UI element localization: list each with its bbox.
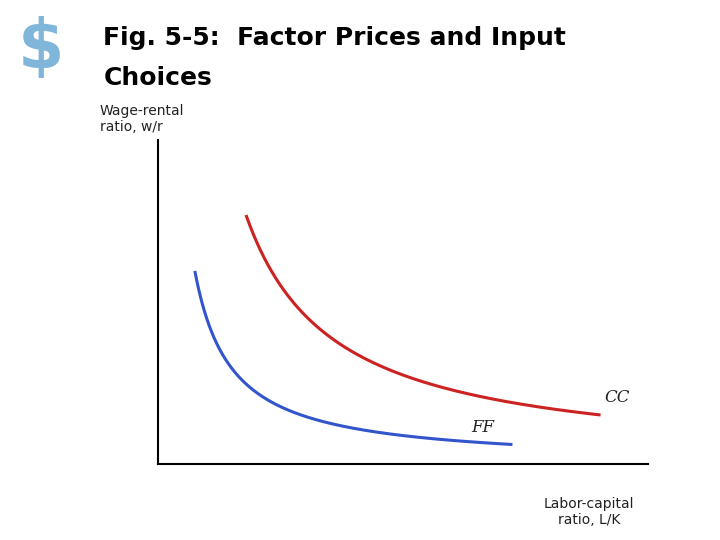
Text: Copyright © 2015 Pearson Education, Inc.  All rights reserved.: Copyright © 2015 Pearson Education, Inc.… bbox=[14, 516, 405, 529]
Text: Wage-rental
ratio, w/r: Wage-rental ratio, w/r bbox=[99, 104, 184, 134]
Text: FF: FF bbox=[472, 418, 495, 436]
Text: 5-21: 5-21 bbox=[678, 516, 706, 529]
Text: Fig. 5-5:  Factor Prices and Input: Fig. 5-5: Factor Prices and Input bbox=[104, 26, 567, 50]
Text: CC: CC bbox=[604, 389, 629, 406]
Text: $: $ bbox=[17, 16, 63, 82]
Text: Choices: Choices bbox=[104, 66, 212, 90]
Text: Labor-capital
ratio, L/K: Labor-capital ratio, L/K bbox=[544, 497, 634, 527]
